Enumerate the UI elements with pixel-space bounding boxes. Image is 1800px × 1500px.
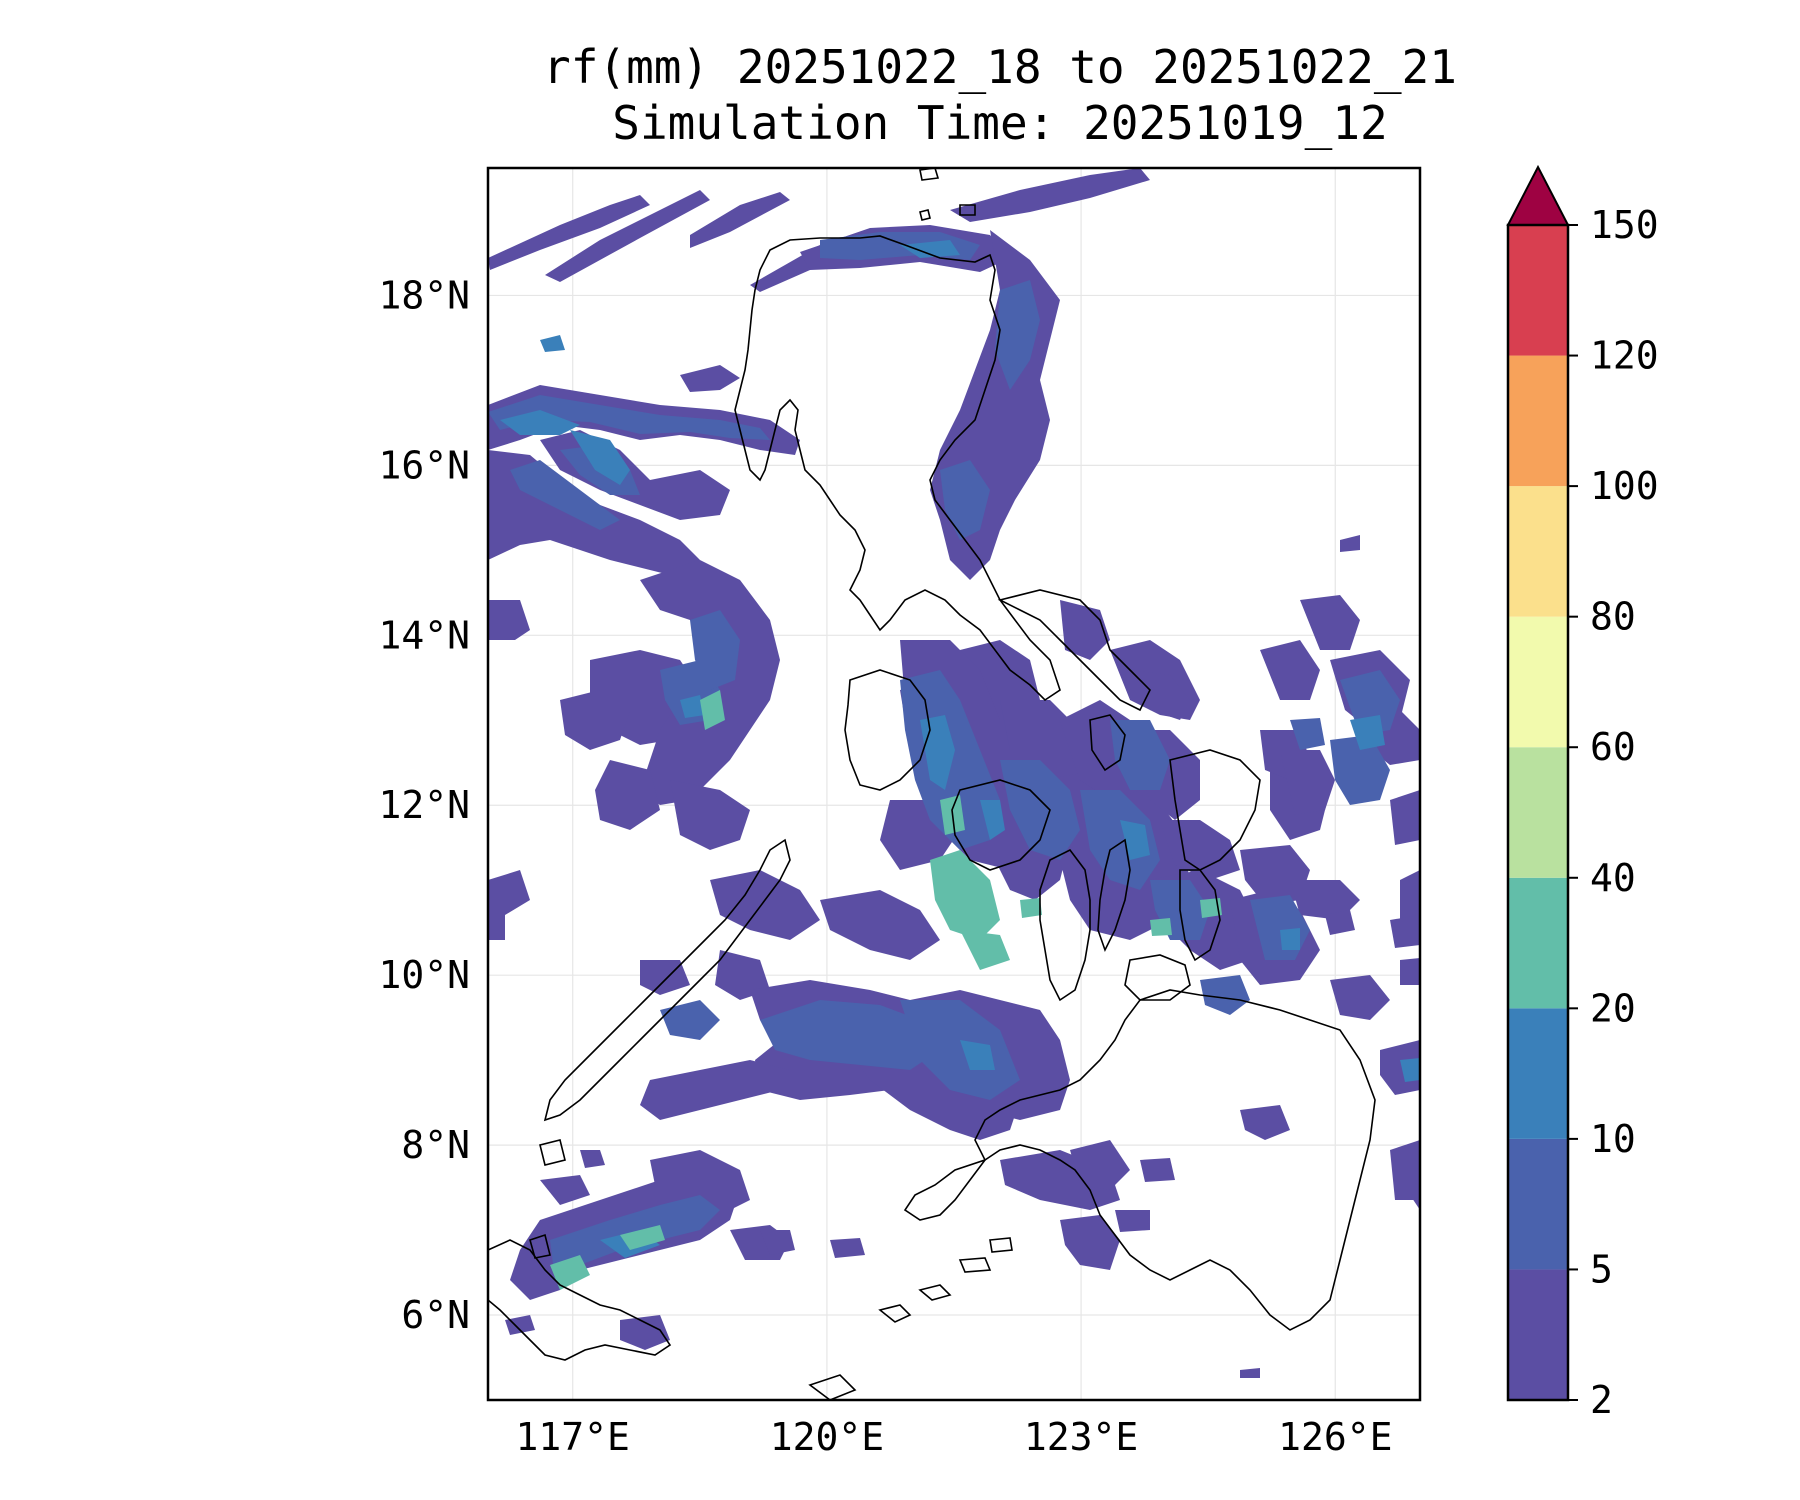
lon-tick-label: 126°E: [1278, 1415, 1392, 1459]
colorbar-segment: [1508, 1269, 1568, 1400]
lat-tick-label: 14°N: [378, 613, 470, 657]
colorbar-tick-label: 60: [1590, 725, 1636, 769]
lat-tick-label: 10°N: [378, 953, 470, 997]
colorbar-tick-label: 20: [1590, 986, 1636, 1030]
colorbar-tick-label: 150: [1590, 203, 1659, 247]
rain-level-20-40: [550, 690, 1222, 1290]
colorbar-tick-label: 120: [1590, 334, 1659, 378]
lat-tick-label: 6°N: [401, 1293, 470, 1337]
lon-tick-label: 123°E: [1024, 1415, 1138, 1459]
lat-tick-label: 16°N: [378, 443, 470, 487]
colorbar-tick-label: 10: [1590, 1117, 1636, 1161]
rainfall-field: [488, 168, 1420, 1378]
rain-level-5-10: [488, 232, 1400, 1280]
colorbar-segment: [1508, 877, 1568, 1009]
colorbar-tick-label: 100: [1590, 464, 1659, 508]
colorbar-tick-label: 80: [1590, 595, 1636, 639]
lon-tick-label: 120°E: [770, 1415, 884, 1459]
colorbar-tick-label: 40: [1590, 856, 1636, 900]
lat-labels: 6°N 8°N 10°N 12°N 14°N 16°N 18°N: [378, 273, 470, 1337]
colorbar-tick-label: 5: [1590, 1247, 1613, 1291]
colorbar-tick-label: 2: [1590, 1378, 1613, 1422]
colorbar: 2 5 10 20 40 60 80 100 120 150: [1506, 164, 1659, 1422]
chart-subtitle: Simulation Time: 20251019_12: [612, 96, 1388, 150]
colorbar-segment: [1508, 1008, 1568, 1139]
lon-tick-label: 117°E: [516, 1415, 630, 1459]
lat-tick-label: 12°N: [378, 783, 470, 827]
lat-tick-label: 8°N: [401, 1123, 470, 1167]
colorbar-segment: [1508, 1138, 1568, 1270]
lat-tick-label: 18°N: [378, 273, 470, 317]
colorbar-segment: [1508, 747, 1568, 878]
colorbar-segment: [1508, 616, 1568, 748]
colorbar-segment: [1508, 355, 1568, 487]
lon-labels: 117°E 120°E 123°E 126°E: [516, 1415, 1393, 1459]
colorbar-segment: [1508, 225, 1568, 356]
chart-title: rf(mm) 20251022_18 to 20251022_21: [543, 40, 1457, 94]
colorbar-extend-arrow: [1506, 164, 1570, 226]
map-frame: [486, 166, 1422, 1402]
colorbar-segment: [1508, 486, 1568, 617]
